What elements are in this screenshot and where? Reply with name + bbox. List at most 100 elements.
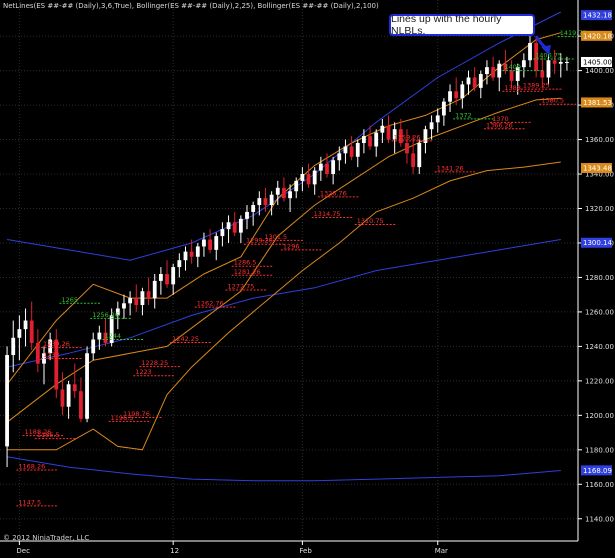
candle <box>275 180 280 206</box>
candle-body <box>48 339 53 354</box>
candle-body <box>288 191 292 199</box>
y-tick-label: 1200.00 <box>585 412 614 420</box>
candle-body <box>392 129 397 140</box>
net-line: 1299.26 <box>244 237 287 245</box>
candle-body <box>423 129 428 143</box>
candle-body <box>220 229 225 237</box>
candle <box>355 139 360 168</box>
candle <box>165 260 169 288</box>
price-marker-label: 1168.09 <box>583 467 612 475</box>
price-markers: 1432.18 1420.18 1405.00 1381.53 1343.48 1300.… <box>581 10 612 476</box>
net-line: 1296 <box>280 242 323 251</box>
candle <box>29 301 34 350</box>
net-line: 1389.25 <box>520 82 563 90</box>
net-lines: 1147.51168.261188.261186.51196.51198.761… <box>16 29 587 507</box>
net-line-label: 1233 <box>43 351 60 359</box>
candle <box>411 136 416 175</box>
candle <box>134 284 139 312</box>
candle-body <box>183 251 188 261</box>
candle-body <box>552 60 557 64</box>
candle <box>78 377 83 423</box>
candle <box>509 60 514 88</box>
net-line-label: 1299.26 <box>246 237 273 245</box>
candle <box>282 177 286 202</box>
candle-body <box>497 63 502 78</box>
net-line: 1281.26 <box>231 268 274 276</box>
y-tick-label: 1260.00 <box>585 308 614 316</box>
y-tick-label: 1180.00 <box>585 446 614 454</box>
candle-body <box>17 329 22 338</box>
y-tick-label: 1280.00 <box>585 274 614 282</box>
candle-body <box>140 291 145 306</box>
candle <box>60 372 65 416</box>
candle-body <box>448 91 452 102</box>
candle-body <box>521 60 526 68</box>
candle-body <box>263 198 268 206</box>
candle <box>54 329 59 399</box>
x-tick-label: Mar <box>435 547 448 555</box>
net-line: 1326.76 <box>317 189 360 198</box>
net-line-label: 1265 <box>61 296 78 304</box>
net-line: 1400 <box>502 63 545 72</box>
net-line: 1359.26 <box>391 133 434 142</box>
candle <box>103 318 108 347</box>
candle-body <box>441 101 446 116</box>
net-line-label: 1296 <box>283 242 300 250</box>
net-line-label: 1286.5 <box>234 259 257 267</box>
candle-body <box>85 353 89 419</box>
candle-body <box>91 339 96 354</box>
price-marker: 1343.48 <box>581 163 612 174</box>
candle <box>122 294 126 319</box>
candle <box>5 346 9 468</box>
candle-body <box>466 77 471 85</box>
price-marker: 1405.00 <box>581 56 612 67</box>
net-line-label: 1326.76 <box>320 189 347 197</box>
x-tick-label: 12 <box>170 547 179 555</box>
candle <box>392 122 397 154</box>
candle-body <box>331 160 336 175</box>
candle <box>331 156 336 185</box>
candle-body <box>245 211 249 219</box>
net-line-label: 1188.26 <box>25 428 52 436</box>
candle-body <box>478 74 483 88</box>
net-line: 1419.75 <box>557 29 587 38</box>
candle <box>435 108 440 133</box>
net-line-label: 1419.75 <box>560 29 587 37</box>
net-line: 1301.5 <box>262 233 305 241</box>
candle <box>361 129 366 154</box>
candle <box>294 177 299 199</box>
candle-body <box>78 391 83 419</box>
net-line: 1244 <box>102 332 145 340</box>
net-line-label: 1147.5 <box>18 498 41 506</box>
price-marker: 1168.09 <box>581 465 612 476</box>
candle-body <box>355 143 360 157</box>
candle <box>195 242 200 268</box>
candle <box>552 49 557 75</box>
candle <box>318 156 323 181</box>
candle-body <box>386 125 391 140</box>
candle-body <box>343 146 348 154</box>
candle-body <box>195 246 200 257</box>
candle-body <box>491 67 496 78</box>
candle-body <box>11 337 16 356</box>
net-line: 1147.5 <box>16 498 59 507</box>
candle <box>306 163 311 188</box>
candle <box>97 325 102 350</box>
net-line: 1242.25 <box>170 335 213 344</box>
candle-body <box>337 153 342 161</box>
y-tick-label: 1400.00 <box>585 67 614 75</box>
x-axis: Dec 12 Feb Mar <box>16 541 448 555</box>
net-line-label: 1186.5 <box>37 431 60 439</box>
net-line: 1198.76 <box>120 410 163 418</box>
candle-body <box>251 205 256 212</box>
studies-header: NetLines(ES ##-## (Daily),3,6,True), Bol… <box>3 2 379 10</box>
net-line-label: 1281.26 <box>234 268 261 276</box>
net-line-label: 1406.75 <box>535 51 562 59</box>
net-line: 1265 <box>59 296 102 304</box>
candle <box>491 56 496 81</box>
price-marker-box <box>581 56 612 67</box>
candle <box>528 36 532 68</box>
candle <box>312 167 317 195</box>
net-line: 1228.25 <box>139 359 182 368</box>
